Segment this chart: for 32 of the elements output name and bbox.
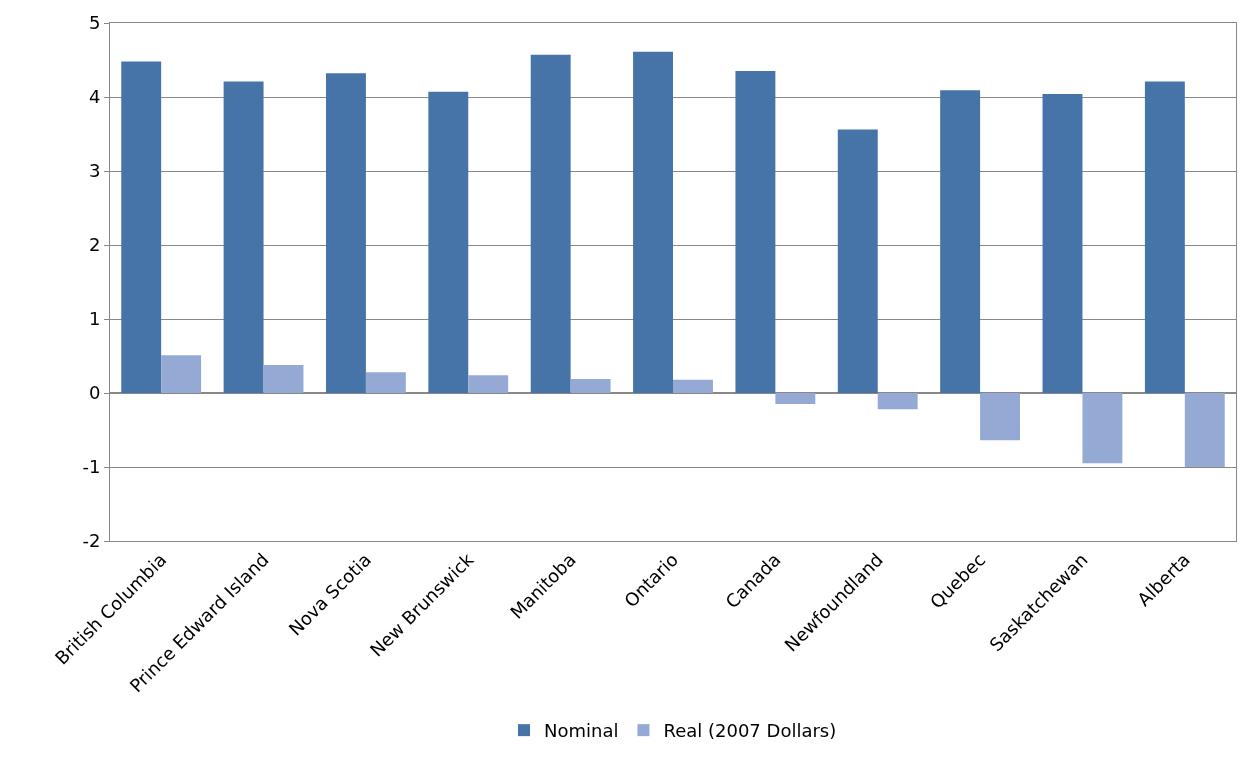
legend-label: Nominal xyxy=(544,720,619,742)
bar xyxy=(161,355,202,393)
bar xyxy=(365,372,406,393)
bar xyxy=(735,71,776,393)
bar xyxy=(673,379,713,393)
y-tick-label: -2 xyxy=(82,530,101,552)
bar xyxy=(325,73,366,393)
bar xyxy=(633,51,673,393)
bar xyxy=(428,91,469,393)
bar xyxy=(570,378,611,393)
bar xyxy=(877,393,918,410)
bar xyxy=(980,393,1021,441)
bar xyxy=(1184,393,1225,467)
bar xyxy=(1082,393,1123,464)
bar xyxy=(837,129,878,393)
bar xyxy=(263,364,304,393)
y-tick-label: -1 xyxy=(82,456,101,478)
y-tick-label: 5 xyxy=(88,12,101,34)
y-tick-label: 4 xyxy=(88,86,101,108)
bar xyxy=(775,393,816,405)
bar xyxy=(1042,94,1083,393)
legend-label: Real (2007 Dollars) xyxy=(663,720,837,742)
bar xyxy=(530,54,571,393)
bar xyxy=(121,61,162,393)
y-tick-label: 1 xyxy=(88,308,101,330)
bar xyxy=(223,81,264,393)
bar xyxy=(1144,81,1185,393)
bar xyxy=(468,375,509,393)
y-tick-label: 2 xyxy=(88,234,101,256)
y-tick-label: 3 xyxy=(88,160,101,182)
bar xyxy=(940,90,981,393)
y-tick-label: 0 xyxy=(88,382,101,404)
